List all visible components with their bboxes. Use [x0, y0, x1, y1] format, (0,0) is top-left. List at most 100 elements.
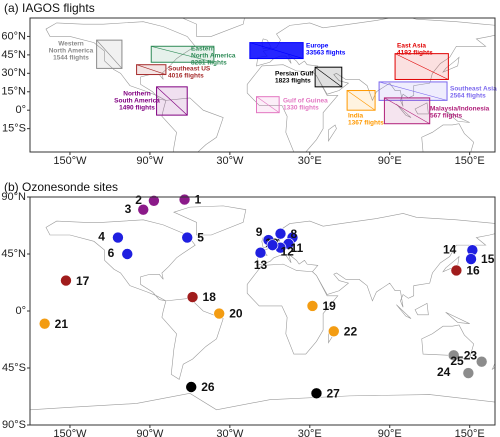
site-label: 8	[290, 227, 297, 241]
site-label: 9	[256, 225, 263, 239]
x-tick-label: 90°W	[136, 155, 164, 167]
coastline	[445, 111, 470, 123]
site-label: 11	[290, 241, 303, 255]
site-marker	[148, 195, 160, 207]
site-marker	[137, 203, 150, 216]
flight-track	[156, 86, 188, 116]
region-name: East Asia	[397, 43, 426, 50]
region-name: Gulf of Guinea	[283, 98, 328, 105]
site-marker	[475, 355, 488, 368]
site-label: 19	[322, 299, 336, 313]
coastline	[414, 102, 429, 115]
x-tick-label: 30°W	[216, 155, 244, 167]
site-label: 23	[464, 349, 478, 363]
region-flights: 33563 flights	[306, 50, 346, 57]
region-flights: 4192 flights	[397, 50, 433, 57]
region-name: Western	[58, 41, 84, 48]
region-name: North America	[191, 53, 236, 60]
coastline	[173, 205, 247, 236]
flight-track	[379, 81, 448, 101]
site-label: 16	[466, 264, 480, 278]
site-marker	[266, 239, 279, 251]
region-flights: 1544 flights	[53, 55, 89, 62]
site-label: 21	[55, 317, 69, 331]
y-tick-label: 0°	[15, 305, 26, 317]
region-name: Northern	[123, 91, 150, 98]
y-tick-label: 90°N	[1, 191, 26, 203]
y-tick-label: 0°	[15, 104, 26, 116]
flight-track	[394, 53, 449, 80]
x-tick-label: 30°W	[216, 428, 244, 437]
region-flights: 1490 flights	[119, 105, 155, 112]
flight-track	[346, 90, 376, 111]
region-name: Europe	[306, 43, 329, 50]
coastline	[491, 362, 495, 371]
site-label: 27	[326, 387, 340, 401]
map-frame	[29, 17, 496, 153]
site-label: 12	[280, 244, 294, 258]
site-marker	[213, 307, 225, 320]
site-marker	[38, 317, 51, 330]
site-marker	[186, 291, 199, 303]
site-marker	[178, 193, 191, 206]
x-tick-label: 30°E	[298, 155, 322, 167]
site-label: 20	[229, 307, 243, 321]
region-flights: 567 flights	[430, 113, 463, 120]
y-tick-label: 45°S	[2, 362, 26, 374]
site-label: 26	[201, 380, 215, 394]
region-name: Persian Gulf	[275, 71, 314, 78]
coastline	[396, 103, 412, 118]
site-marker	[181, 231, 194, 244]
region-flights: 2564 flights	[450, 93, 486, 100]
site-label: 1	[195, 193, 202, 207]
x-tick-label: 150°E	[455, 155, 485, 167]
site-label: 4	[98, 230, 105, 244]
y-tick-label: 30°N	[1, 67, 26, 79]
x-tick-label: 90°E	[378, 155, 402, 167]
site-marker	[121, 248, 134, 260]
coastline	[45, 219, 196, 302]
site-label: 24	[437, 365, 451, 379]
site-marker	[306, 300, 319, 312]
y-tick-label: 45°N	[1, 49, 26, 61]
coastline	[246, 263, 339, 355]
site-label: 3	[125, 202, 132, 216]
site-label: 18	[203, 290, 217, 304]
x-tick-label: 30°E	[298, 428, 322, 437]
site-marker	[447, 349, 460, 362]
region-name: North America	[49, 48, 94, 55]
coastline	[256, 213, 495, 308]
flight-track	[96, 39, 123, 69]
region-flights: 4016 flights	[168, 73, 204, 80]
site-label: 13	[254, 258, 268, 272]
site-marker	[450, 264, 463, 277]
region-flights: 1367 flights	[348, 120, 384, 127]
coastline	[445, 311, 470, 324]
site-label: 25	[450, 354, 464, 368]
site-marker	[60, 274, 72, 287]
coastline	[414, 302, 429, 316]
flight-track	[151, 45, 214, 63]
site-marker	[327, 325, 340, 338]
region-name: Southeast US	[168, 66, 211, 73]
marks: 15°S 0° 15°N 30°N 45°N 60°N 150°W 90°W 30°W 30°E 9…	[1, 30, 497, 437]
site-label: 6	[108, 246, 115, 260]
site-label: 14	[443, 242, 457, 256]
y-tick-label: 15°S	[2, 123, 26, 135]
coastline	[45, 21, 196, 101]
coastline	[181, 18, 245, 37]
x-tick-label: 90°E	[378, 428, 402, 437]
region-name: Malaysia/Indonesia	[430, 106, 490, 113]
coastline	[396, 304, 412, 319]
coastline	[30, 393, 495, 425]
coastline	[328, 124, 337, 142]
coastline	[256, 18, 495, 107]
region-name: Eastern	[191, 46, 215, 53]
coastline	[442, 56, 460, 73]
coastline	[421, 324, 475, 360]
region-name: India	[348, 113, 364, 120]
site-marker	[462, 367, 475, 379]
region-name: South America	[114, 98, 160, 105]
site-label: 5	[197, 231, 204, 245]
